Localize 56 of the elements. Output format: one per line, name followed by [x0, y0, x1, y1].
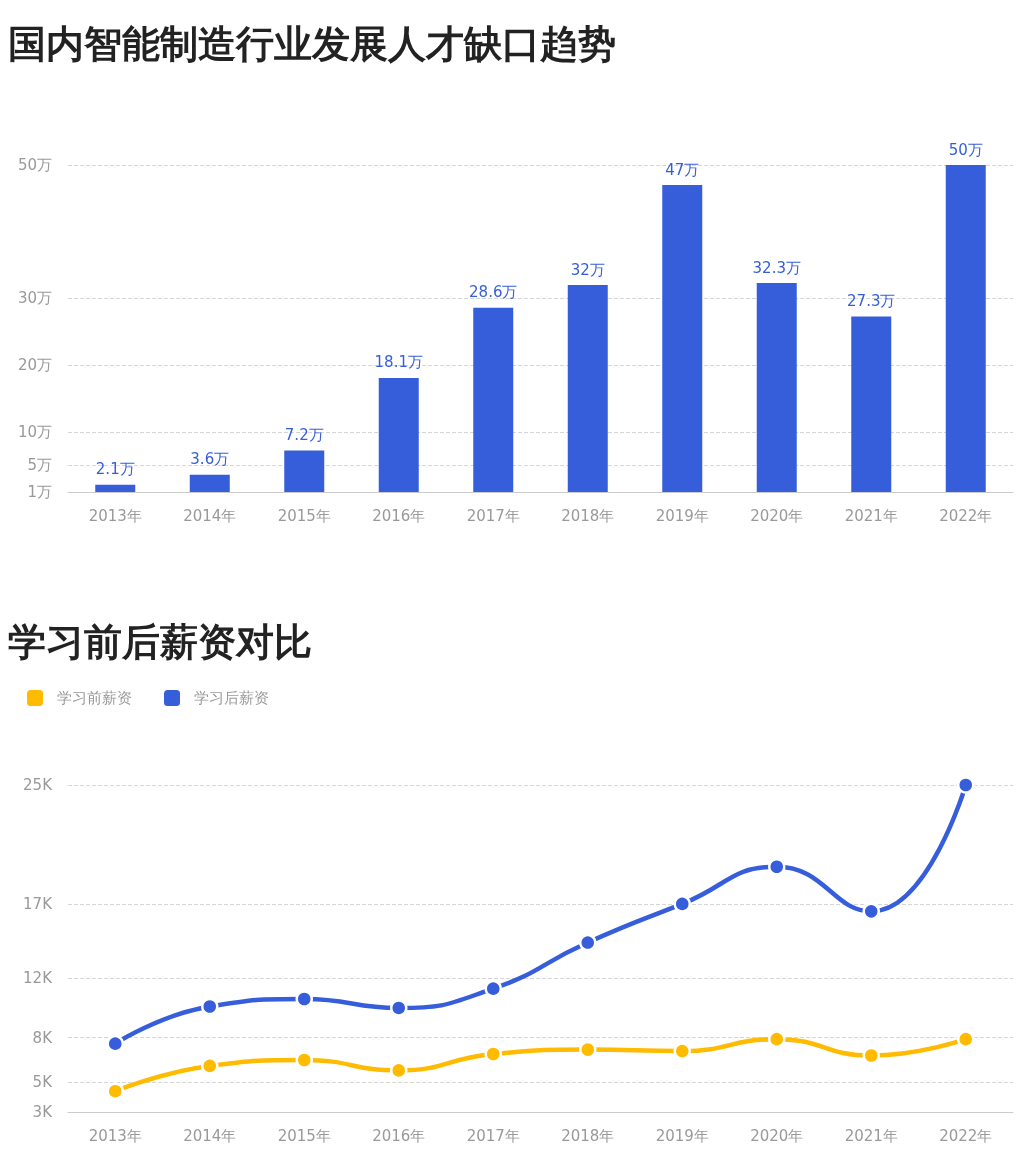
data-label: 18.1万: [374, 353, 423, 372]
data-label: 27.3万: [847, 291, 896, 310]
data-label: 7.2万: [284, 426, 324, 445]
x-tick-label: 2020年: [750, 506, 804, 525]
point: [957, 1030, 975, 1048]
x-tick-label: 2016年: [372, 506, 426, 525]
y-tick-label: 8K: [32, 1028, 54, 1047]
x-tick-label: 2014年: [183, 506, 237, 525]
y-tick-label: 30万: [17, 289, 52, 308]
x-tick-label: 2019年: [655, 1126, 709, 1145]
x-tick-label: 2022年: [939, 506, 993, 525]
point: [673, 1042, 691, 1060]
y-tick-label: 5K: [32, 1073, 54, 1092]
x-tick-label: 2013年: [88, 506, 142, 525]
point: [673, 895, 691, 913]
point: [295, 1051, 313, 1069]
y-tick-label: 25K: [23, 776, 54, 794]
legend-label: 学习后薪资: [194, 689, 269, 707]
x-tick-label: 2017年: [466, 1126, 520, 1145]
x-tick-label: 2015年: [277, 506, 331, 525]
point: [957, 776, 975, 794]
point: [295, 990, 313, 1008]
data-label: 2.1万: [95, 460, 135, 479]
x-tick-label: 2021年: [844, 1126, 898, 1145]
legend-label: 学习前薪资: [57, 689, 132, 707]
y-tick-label: 1万: [27, 483, 52, 501]
data-label: 32.3万: [752, 258, 801, 277]
point: [768, 1030, 786, 1048]
data-label: 50万: [948, 140, 983, 159]
point: [201, 1057, 219, 1075]
data-label: 3.6万: [190, 450, 230, 469]
x-tick-label: 2015年: [277, 1126, 331, 1145]
x-tick-label: 2016年: [372, 1126, 426, 1145]
chart-title: 国内智能制造行业发展人才缺口趋势: [8, 22, 616, 66]
y-tick-label: 5万: [27, 456, 52, 475]
data-label: 28.6万: [469, 283, 518, 302]
y-tick-label: 20万: [17, 356, 52, 375]
x-tick-label: 2017年: [466, 506, 520, 525]
data-label: 47万: [665, 160, 700, 179]
data-label: 32万: [570, 260, 605, 279]
x-tick-label: 2014年: [183, 1126, 237, 1145]
x-tick-label: 2020年: [750, 1126, 804, 1145]
chart-title: 学习前后薪资对比: [8, 620, 312, 664]
y-tick-label: 17K: [23, 894, 54, 913]
x-tick-label: 2018年: [561, 1126, 615, 1145]
x-tick-label: 2018年: [561, 506, 615, 525]
y-tick-label: 3K: [32, 1103, 54, 1121]
y-tick-label: 50万: [17, 156, 52, 174]
point: [390, 999, 408, 1017]
x-tick-label: 2021年: [844, 506, 898, 525]
x-tick-label: 2013年: [88, 1126, 142, 1145]
x-tick-label: 2019年: [655, 506, 709, 525]
x-tick-label: 2022年: [939, 1126, 993, 1145]
y-tick-label: 12K: [23, 969, 54, 988]
y-tick-label: 10万: [17, 422, 52, 441]
point: [484, 1045, 502, 1063]
